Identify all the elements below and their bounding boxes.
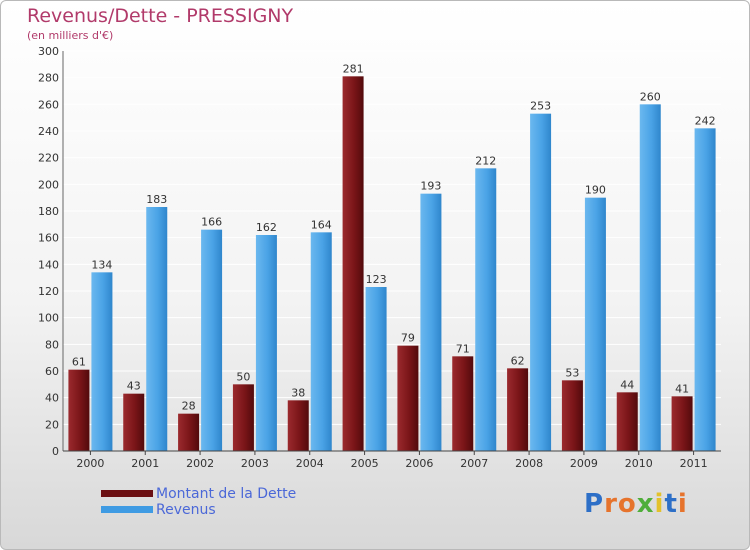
y-tick-label: 40 bbox=[45, 392, 59, 405]
chart-subtitle: (en milliers d'€) bbox=[27, 29, 114, 42]
bar-revenus bbox=[201, 229, 223, 451]
legend-label-revenus: Revenus bbox=[156, 502, 216, 518]
x-tick-label: 2006 bbox=[405, 457, 433, 470]
legend-swatch-dette bbox=[101, 490, 153, 497]
data-label-dette: 53 bbox=[565, 366, 579, 379]
y-tick-label: 180 bbox=[38, 205, 59, 218]
y-tick-label: 0 bbox=[52, 445, 59, 458]
data-label-dette: 41 bbox=[675, 382, 689, 395]
x-tick-label: 2001 bbox=[131, 457, 159, 470]
data-label-dette: 28 bbox=[182, 400, 196, 413]
bar-dette bbox=[561, 380, 583, 451]
data-label-dette: 50 bbox=[236, 370, 250, 383]
y-tick-label: 300 bbox=[38, 45, 59, 58]
data-label-revenus: 260 bbox=[640, 90, 661, 103]
x-tick-label: 2003 bbox=[241, 457, 269, 470]
data-label-dette: 38 bbox=[291, 386, 305, 399]
data-label-revenus: 253 bbox=[530, 100, 551, 113]
x-tick-label: 2005 bbox=[351, 457, 379, 470]
data-label-revenus: 123 bbox=[366, 273, 387, 286]
gridlines bbox=[63, 50, 721, 425]
data-label-revenus: 190 bbox=[585, 184, 606, 197]
y-tick-label: 60 bbox=[45, 365, 59, 378]
logo-letter: x bbox=[636, 489, 655, 519]
logo-letter: r bbox=[604, 489, 618, 519]
y-tick-label: 20 bbox=[45, 418, 59, 431]
bar-dette bbox=[123, 393, 145, 451]
data-label-dette: 43 bbox=[127, 380, 141, 393]
data-label-dette: 71 bbox=[456, 342, 470, 355]
bar-dette bbox=[68, 369, 90, 451]
bar-dette bbox=[671, 396, 693, 451]
bar-revenus bbox=[694, 128, 716, 451]
bar-dette bbox=[342, 76, 364, 451]
data-label-dette: 62 bbox=[511, 354, 525, 367]
x-tick-label: 2010 bbox=[625, 457, 653, 470]
logo-letter: t bbox=[664, 489, 678, 519]
x-tick-label: 2011 bbox=[680, 457, 708, 470]
bar-revenus bbox=[91, 272, 113, 451]
bar-dette bbox=[452, 356, 474, 451]
proxiti-logo: Proxiti bbox=[584, 489, 688, 519]
y-tick-label: 260 bbox=[38, 98, 59, 111]
data-labels: 61 134 43 183 28 166 50 162 38 164 281 123 79 193 71 21… bbox=[72, 62, 716, 412]
y-tick-label: 220 bbox=[38, 152, 59, 165]
bar-dette bbox=[287, 400, 309, 451]
y-tick-label: 120 bbox=[38, 285, 59, 298]
bar-revenus bbox=[255, 235, 277, 451]
data-label-revenus: 183 bbox=[146, 193, 167, 206]
legend-swatch-revenus bbox=[101, 506, 153, 513]
bar-dette bbox=[397, 345, 419, 451]
logo-letter: P bbox=[584, 489, 605, 519]
axes: 0 20 40 60 80 100 120 140 160 180 200 220 240 260 280 3… bbox=[38, 45, 721, 470]
x-tick-label: 2002 bbox=[186, 457, 214, 470]
y-tick-label: 160 bbox=[38, 232, 59, 245]
logo-letter: i bbox=[677, 489, 688, 519]
data-label-revenus: 162 bbox=[256, 221, 277, 234]
y-tick-label: 100 bbox=[38, 312, 59, 325]
data-label-revenus: 166 bbox=[201, 216, 222, 229]
x-tick-label: 2009 bbox=[570, 457, 598, 470]
data-label-revenus: 164 bbox=[311, 218, 332, 231]
data-label-dette: 79 bbox=[401, 332, 415, 345]
y-tick-label: 80 bbox=[45, 338, 59, 351]
bar-dette bbox=[178, 413, 200, 451]
bar-revenus bbox=[310, 232, 332, 451]
y-tick-label: 240 bbox=[38, 125, 59, 138]
logo-letter: o bbox=[617, 489, 637, 519]
x-tick-label: 2000 bbox=[76, 457, 104, 470]
y-tick-label: 280 bbox=[38, 72, 59, 85]
bar-dette bbox=[232, 384, 254, 451]
data-label-dette: 44 bbox=[620, 378, 634, 391]
bar-revenus bbox=[420, 193, 442, 451]
data-label-revenus: 134 bbox=[91, 258, 112, 271]
bar-dette bbox=[616, 392, 638, 451]
bar-revenus bbox=[365, 287, 387, 451]
bar-revenus bbox=[584, 197, 606, 451]
data-label-dette: 281 bbox=[343, 62, 364, 75]
bars bbox=[68, 76, 716, 452]
data-label-revenus: 193 bbox=[420, 180, 441, 193]
bar-revenus bbox=[475, 168, 497, 452]
bar-revenus bbox=[639, 104, 661, 451]
x-tick-label: 2004 bbox=[296, 457, 324, 470]
chart-title: Revenus/Dette - PRESSIGNY bbox=[27, 5, 294, 27]
data-label-revenus: 242 bbox=[695, 114, 716, 127]
legend-label-dette: Montant de la Dette bbox=[156, 486, 297, 502]
bar-revenus bbox=[530, 113, 552, 452]
logo-letter: i bbox=[654, 489, 665, 519]
data-label-dette: 61 bbox=[72, 356, 86, 369]
bar-dette bbox=[507, 368, 529, 451]
bar-revenus bbox=[146, 207, 168, 451]
y-tick-label: 200 bbox=[38, 178, 59, 191]
x-tick-label: 2008 bbox=[515, 457, 543, 470]
y-tick-label: 140 bbox=[38, 258, 59, 271]
data-label-revenus: 212 bbox=[475, 154, 496, 167]
x-tick-label: 2007 bbox=[460, 457, 488, 470]
